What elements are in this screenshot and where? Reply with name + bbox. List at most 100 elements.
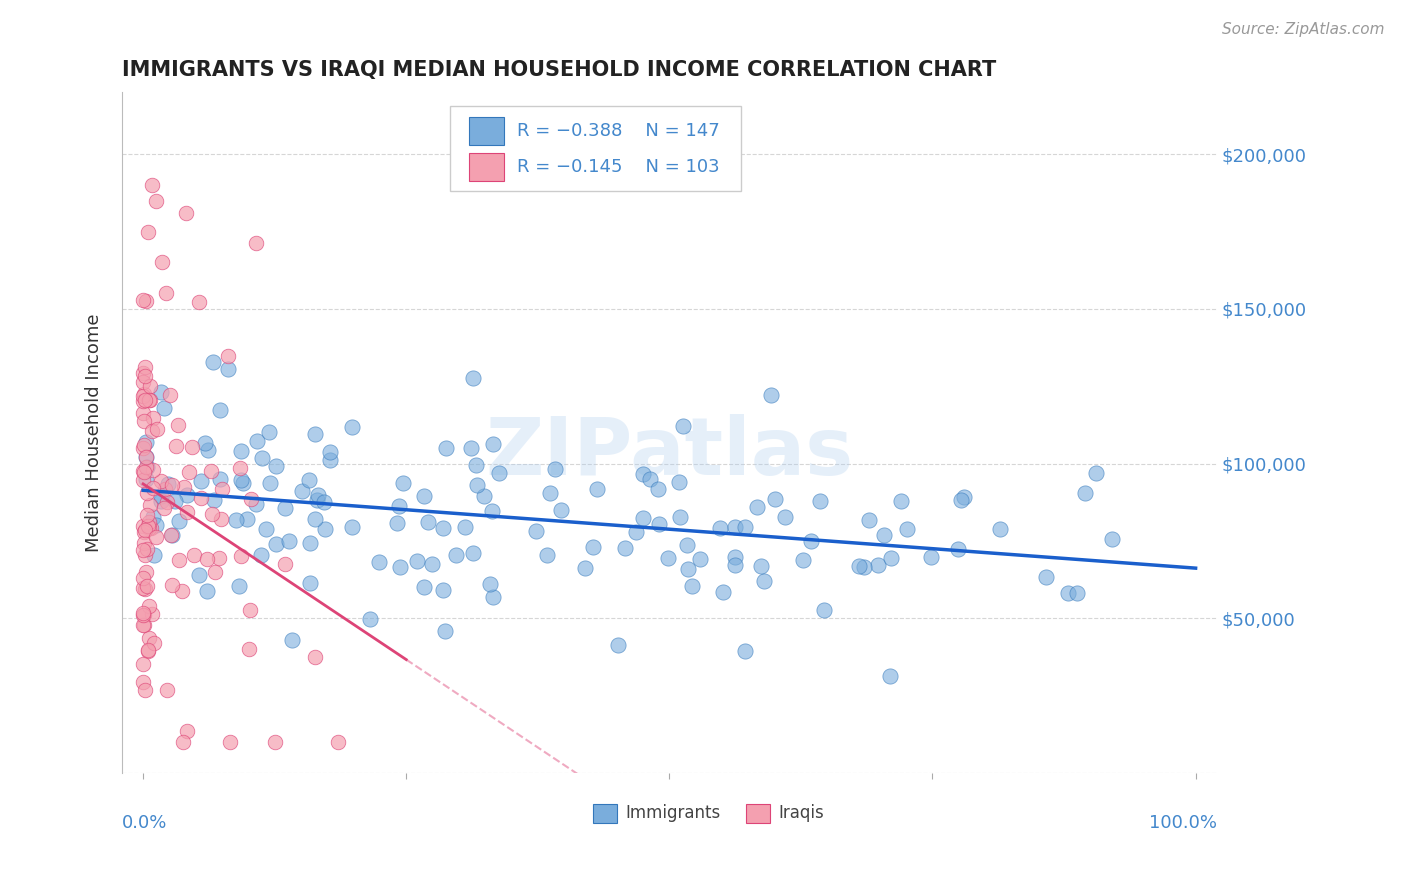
Point xyxy=(257,425,280,439)
Point xyxy=(368,555,391,569)
Point xyxy=(676,561,699,575)
Point xyxy=(197,443,219,458)
FancyBboxPatch shape xyxy=(450,106,741,191)
Point xyxy=(858,513,880,527)
Point xyxy=(868,558,890,573)
Point xyxy=(228,579,250,593)
Point xyxy=(638,472,661,486)
Point xyxy=(132,438,155,452)
Point xyxy=(172,735,194,749)
Point xyxy=(586,482,609,496)
Point xyxy=(136,643,159,657)
Bar xyxy=(593,804,617,823)
Point xyxy=(134,523,156,537)
Point xyxy=(132,389,155,403)
Point xyxy=(195,583,218,598)
Point xyxy=(319,445,342,459)
Point xyxy=(550,503,572,517)
Point xyxy=(298,536,321,550)
Point xyxy=(190,491,212,505)
Point xyxy=(183,548,205,562)
Point xyxy=(141,178,163,193)
Point xyxy=(228,461,250,475)
Point xyxy=(134,368,156,383)
Point xyxy=(250,548,273,562)
Point xyxy=(135,565,157,579)
Point xyxy=(946,542,969,557)
Point xyxy=(675,538,697,552)
Point xyxy=(949,493,972,508)
Point xyxy=(813,603,835,617)
Point xyxy=(176,724,198,739)
Point xyxy=(232,476,254,491)
Point xyxy=(853,559,876,574)
Point xyxy=(145,530,167,544)
Point xyxy=(689,551,711,566)
Point xyxy=(134,465,156,479)
Point xyxy=(190,474,212,488)
Point xyxy=(988,522,1011,536)
Bar xyxy=(470,153,505,181)
Point xyxy=(264,536,287,550)
Point xyxy=(420,557,443,571)
Point xyxy=(231,549,253,563)
Point xyxy=(454,520,477,534)
Point xyxy=(135,472,157,486)
Point xyxy=(759,388,782,402)
Point xyxy=(1084,466,1107,480)
Point xyxy=(340,419,363,434)
Point xyxy=(217,349,239,363)
Point xyxy=(132,606,155,620)
Point xyxy=(217,362,239,376)
Point xyxy=(209,472,232,486)
Point xyxy=(188,295,211,310)
Point xyxy=(239,491,262,506)
Point xyxy=(201,507,224,521)
Point xyxy=(160,577,183,591)
Point xyxy=(724,549,747,564)
Text: IMMIGRANTS VS IRAQI MEDIAN HOUSEHOLD INCOME CORRELATION CHART: IMMIGRANTS VS IRAQI MEDIAN HOUSEHOLD INC… xyxy=(122,60,997,79)
Point xyxy=(159,387,181,401)
Point xyxy=(245,236,267,251)
Text: 0.0%: 0.0% xyxy=(122,814,167,832)
Point xyxy=(202,492,225,507)
Text: 100.0%: 100.0% xyxy=(1149,814,1216,832)
Point xyxy=(481,504,503,518)
Point xyxy=(132,393,155,408)
Point xyxy=(141,521,163,535)
Point xyxy=(202,355,225,369)
Point xyxy=(172,583,194,598)
Point xyxy=(141,425,163,439)
Point xyxy=(1057,586,1080,600)
Point xyxy=(138,631,160,645)
Point xyxy=(231,474,253,488)
Point xyxy=(281,632,304,647)
Point xyxy=(254,522,277,536)
Point xyxy=(132,618,155,632)
Point xyxy=(138,515,160,529)
Point xyxy=(472,489,495,503)
Point xyxy=(405,554,427,568)
Point xyxy=(135,434,157,449)
Point xyxy=(478,577,501,591)
Point xyxy=(132,607,155,622)
Point xyxy=(433,624,456,638)
Point xyxy=(132,406,155,420)
Point xyxy=(132,473,155,487)
Point xyxy=(413,580,436,594)
Point xyxy=(890,493,912,508)
Point xyxy=(711,585,734,599)
Point xyxy=(149,474,172,488)
Point xyxy=(461,546,484,560)
Point xyxy=(132,542,155,557)
Y-axis label: Median Household Income: Median Household Income xyxy=(86,313,103,552)
Point xyxy=(896,522,918,536)
Point xyxy=(149,489,172,503)
Point xyxy=(657,550,679,565)
Point xyxy=(160,528,183,542)
Point xyxy=(174,206,197,220)
Point xyxy=(631,467,654,481)
Point xyxy=(167,514,190,528)
Point xyxy=(920,550,942,565)
Point xyxy=(385,516,408,531)
